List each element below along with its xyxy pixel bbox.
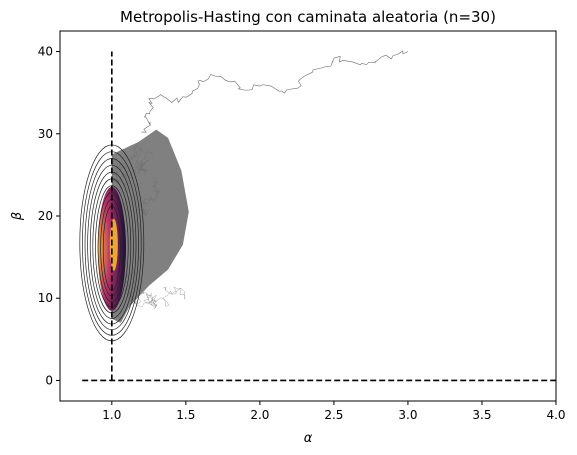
- chain-segment: [163, 96, 179, 103]
- x-tick-label: 2.5: [324, 408, 343, 422]
- y-tick-label: 20: [38, 209, 53, 223]
- chain-segment: [148, 98, 154, 108]
- chain-segment: [296, 75, 305, 89]
- cloud-envelope: [111, 129, 189, 323]
- cloud-walk-stroke: [112, 144, 144, 187]
- chain-segment: [144, 107, 154, 118]
- chain-segment: [392, 50, 409, 57]
- chain-segment: [281, 87, 297, 94]
- y-axis-label: β: [10, 212, 25, 221]
- x-tick-label: 1.5: [176, 408, 195, 422]
- chain-segment: [366, 59, 379, 65]
- x-tick-label: 3.5: [472, 408, 491, 422]
- y-tick-label: 0: [45, 373, 53, 387]
- x-tick-label: 2.0: [250, 408, 269, 422]
- chart-title: Metropolis-Hasting con caminata aleatori…: [120, 8, 496, 26]
- chain-segment: [333, 55, 349, 63]
- cloud-walk-stroke: [121, 281, 186, 309]
- chain-segment: [304, 66, 327, 77]
- chain-segment: [148, 94, 164, 100]
- cloud-walk-stroke: [133, 177, 161, 218]
- chain-segment: [378, 54, 394, 61]
- plot-content: [79, 50, 556, 382]
- x-tick-label: 1.0: [102, 408, 121, 422]
- y-tick-label: 30: [38, 127, 53, 141]
- chain-segment: [197, 79, 201, 89]
- x-axis-label: α: [304, 431, 313, 446]
- x-axis-ticks: 1.0 1.5 2.0 2.5 3.0 3.5 4.0: [102, 401, 566, 422]
- chain-segment: [215, 75, 231, 83]
- chain-segment: [144, 116, 151, 126]
- chain-segment: [141, 124, 151, 133]
- x-tick-label: 4.0: [546, 408, 565, 422]
- chain-segment: [230, 80, 246, 91]
- y-tick-label: 40: [38, 45, 53, 59]
- chain-segment: [178, 96, 187, 103]
- chain-trace: [141, 50, 409, 133]
- chain-segment: [326, 57, 335, 67]
- chain-segment: [348, 61, 367, 66]
- chain-segment: [200, 74, 216, 83]
- chain-segment: [245, 84, 260, 91]
- cloud-walk-stroke: [122, 148, 153, 179]
- reference-lines: [82, 51, 556, 382]
- y-axis-ticks: 0 10 20 30 40: [38, 45, 60, 387]
- contour-line: [97, 192, 126, 303]
- chain-segment: [259, 84, 283, 92]
- y-tick-label: 10: [38, 291, 53, 305]
- x-tick-label: 3.0: [398, 408, 417, 422]
